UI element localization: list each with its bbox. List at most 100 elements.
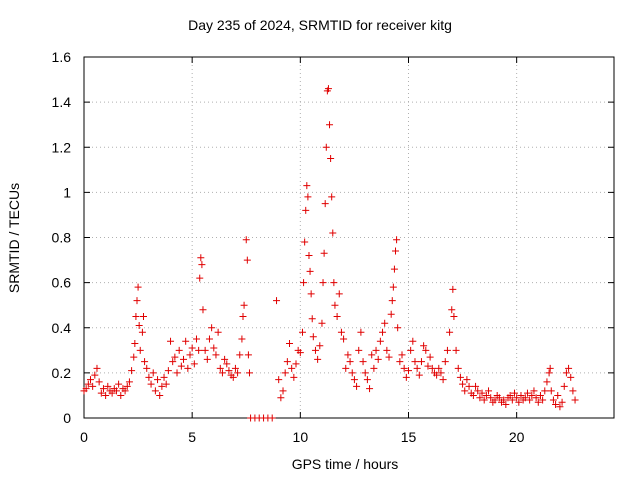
data-point [151,387,159,395]
data-point [164,367,172,375]
data-point [329,229,337,237]
x-axis-label: GPS time / hours [291,456,399,472]
data-point [393,236,401,244]
x-tick-label: 20 [509,429,525,445]
data-point [383,346,391,354]
data-point [321,200,329,208]
data-point [361,369,369,377]
data-point [387,310,395,318]
data-point [390,265,398,273]
data-point [236,351,244,359]
data-point [469,391,477,399]
y-tick-label: 1 [63,184,71,200]
data-point [407,346,415,354]
data-point [128,367,136,375]
data-point [131,340,139,348]
data-point [413,364,421,372]
data-point [243,256,251,264]
data-point [567,373,575,381]
data-point [301,238,309,246]
data-point [552,400,560,408]
data-point [322,143,330,151]
data-point [239,312,247,320]
data-point [197,254,205,262]
data-point [186,351,194,359]
data-point [381,319,389,327]
data-point [290,373,298,381]
data-point [314,355,322,363]
data-point [303,182,311,190]
data-point [184,364,192,372]
data-point [308,315,316,323]
data-point [275,376,283,384]
data-point [545,369,553,377]
data-point [177,362,185,370]
x-tick-label: 5 [188,429,196,445]
data-point [180,355,188,363]
x-tick-label: 10 [293,429,309,445]
data-point [112,387,120,395]
data-point [139,312,147,320]
data-point [530,387,538,395]
data-point [300,279,308,287]
data-point [210,344,218,352]
data-point [277,394,285,402]
data-point [97,389,105,397]
data-point [192,335,200,343]
data-point [340,335,348,343]
data-point [456,373,464,381]
data-point [199,306,207,314]
data-point [402,373,410,381]
data-point [212,351,220,359]
data-point [376,337,384,345]
data-point [198,261,206,269]
data-point [208,324,216,332]
data-point [203,355,211,363]
data-point [392,247,400,255]
data-point [372,346,380,354]
data-point [396,358,404,366]
data-point [443,346,451,354]
data-point [353,382,361,390]
data-point [366,385,374,393]
data-point [474,387,482,395]
data-point [448,306,456,314]
data-point [480,396,488,404]
y-tick-label: 0.2 [52,365,72,381]
data-point [424,362,432,370]
data-point [437,369,445,377]
data-point [385,353,393,361]
data-point [344,351,352,359]
axes: 0 0.2 0.4 0.6 0.8 1 1.2 1.4 1.6 0 5 10 15 20 [52,49,614,445]
data-point [326,121,334,129]
data-point [218,369,226,377]
data-point [556,403,564,411]
data-point [357,328,365,336]
grid-lines [84,57,614,418]
data-point [331,301,339,309]
data-point [459,380,467,388]
data-point [273,297,281,305]
data-point [167,337,175,345]
data-point [330,279,338,287]
data-point [229,373,237,381]
data-point [138,328,146,336]
data-point [536,391,544,399]
data-point [342,364,350,372]
data-point [370,364,378,372]
data-point [426,353,434,361]
data-point [132,312,140,320]
data-point [84,380,92,388]
data-point [324,85,332,93]
y-tick-label: 1.2 [52,139,72,155]
data-point [348,369,356,377]
data-point [292,360,300,368]
data-point [562,369,570,377]
data-point [214,328,222,336]
data-point [502,400,510,408]
data-point [433,371,441,379]
data-point [143,364,151,372]
data-point [225,367,233,375]
data-point [359,358,367,366]
